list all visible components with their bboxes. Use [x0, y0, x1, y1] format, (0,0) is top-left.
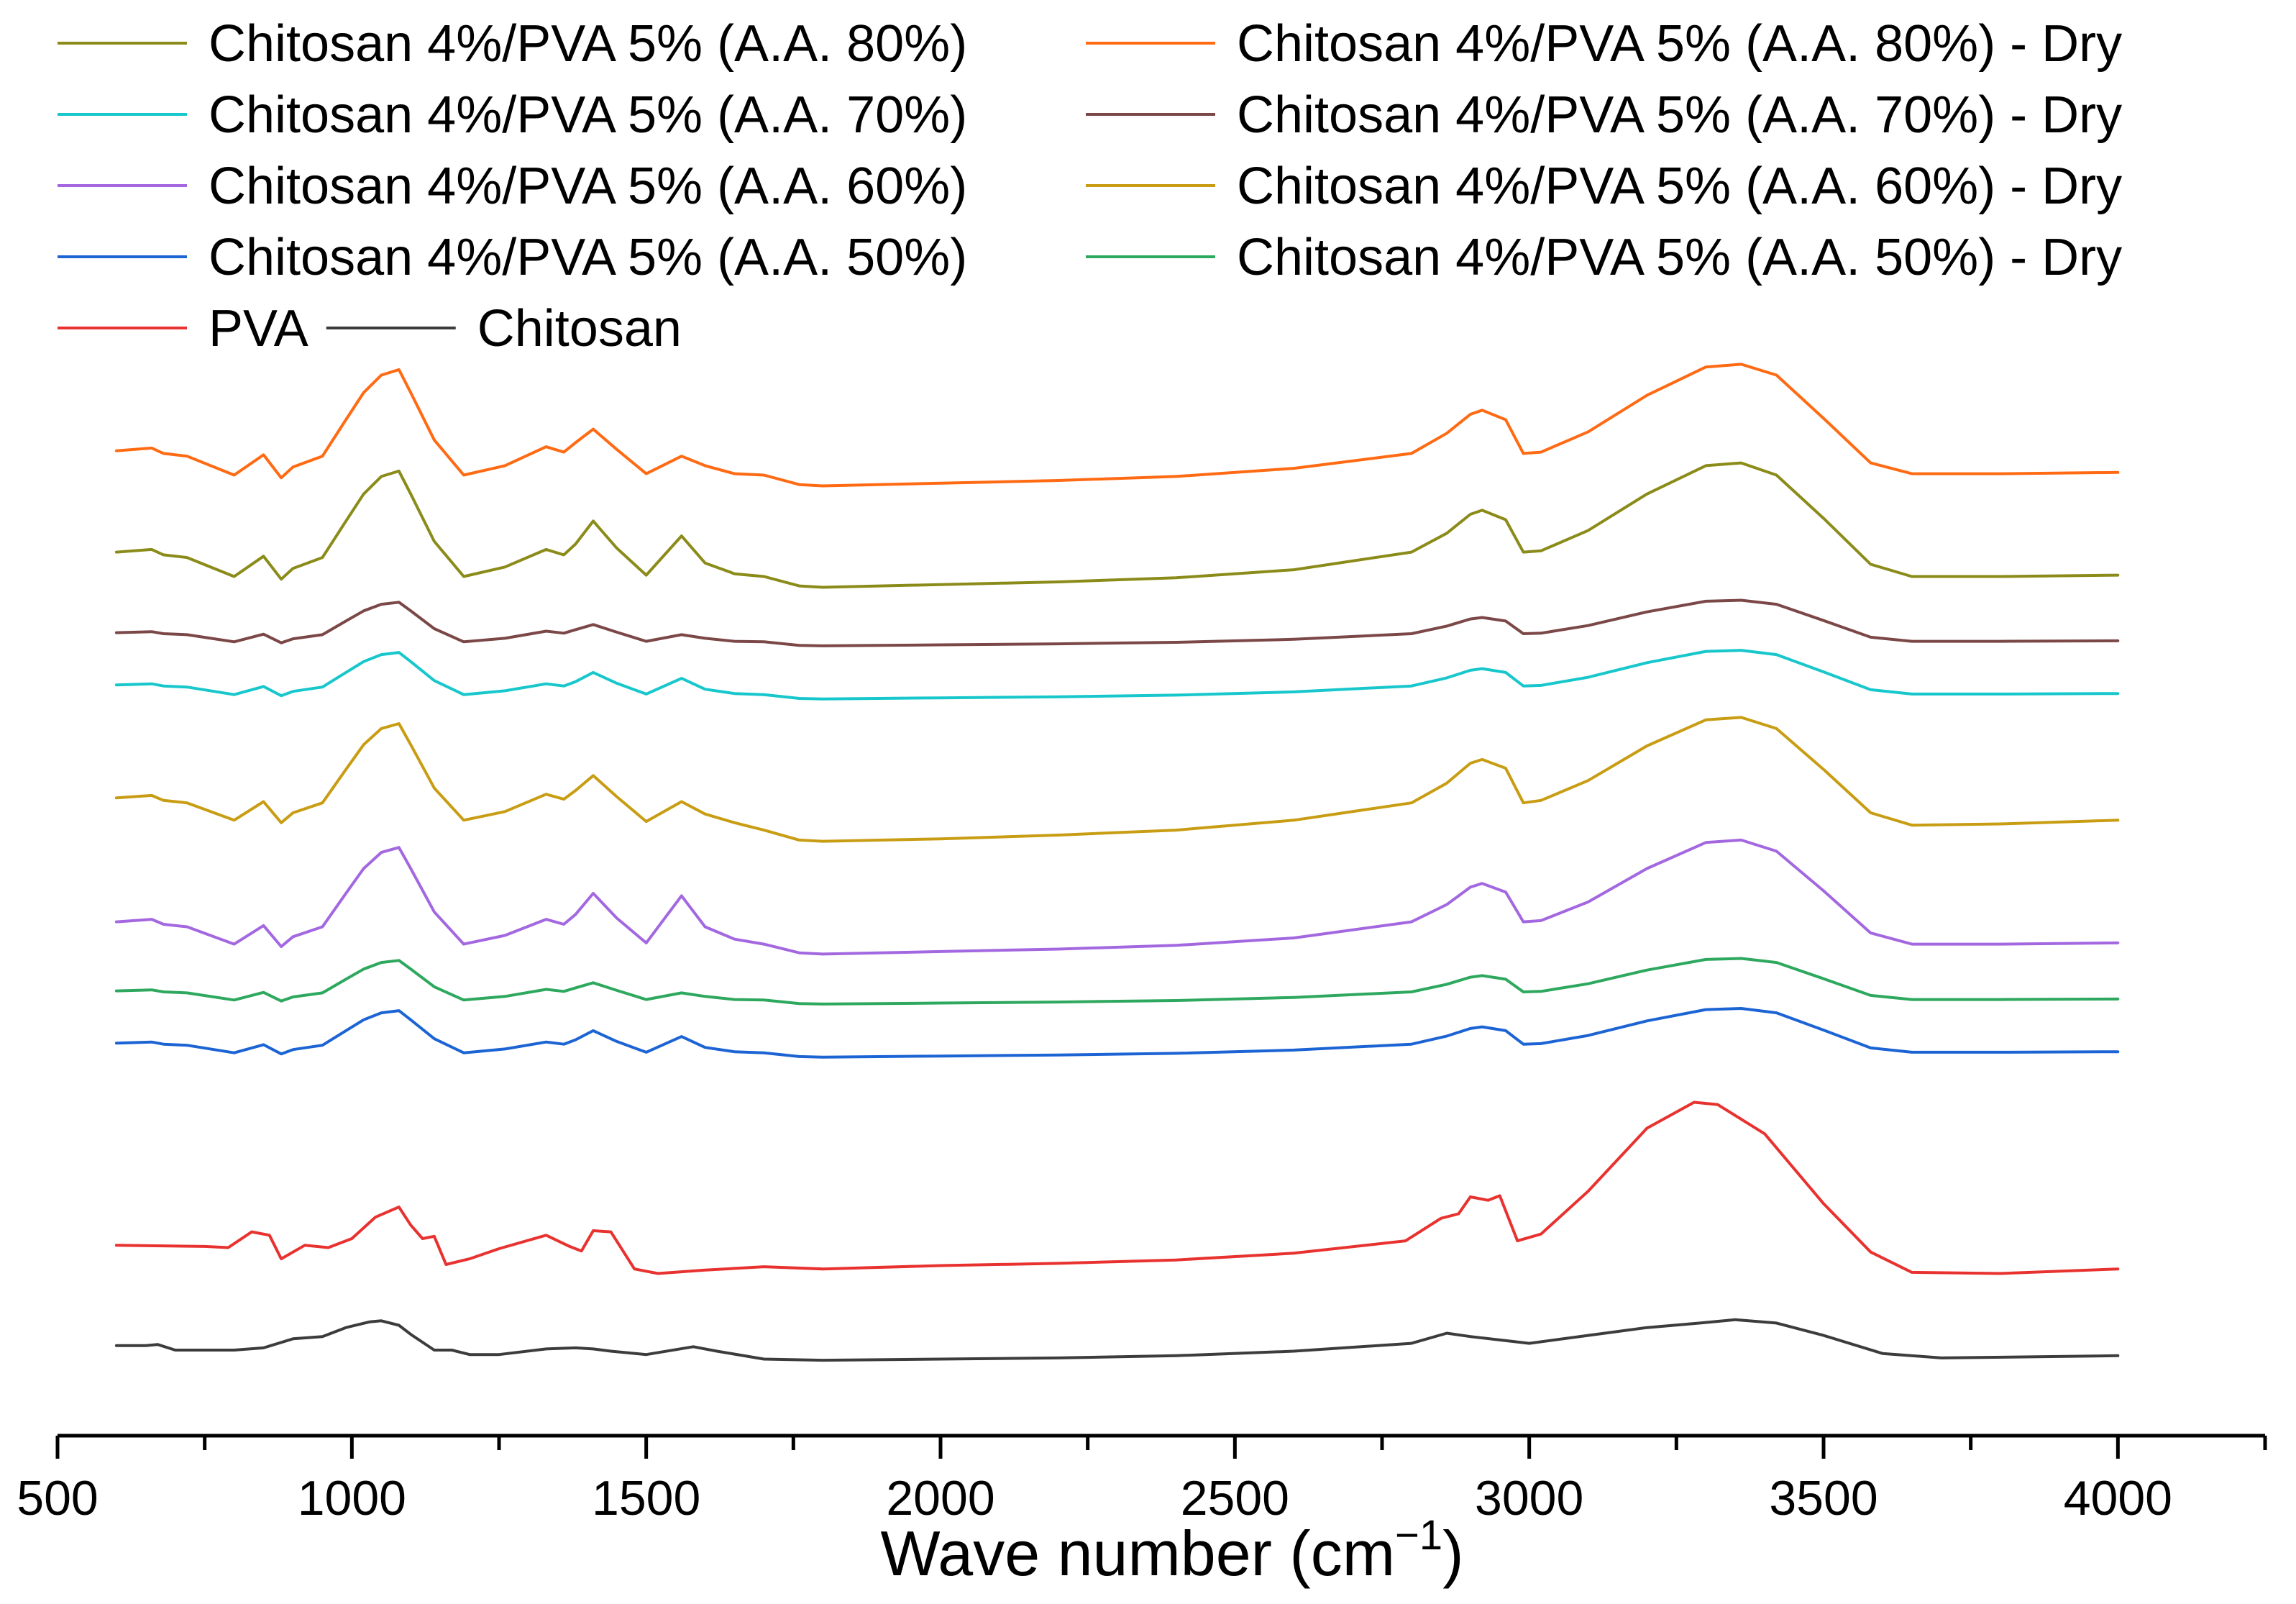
plot-area	[114, 363, 2120, 1362]
series-line-cs70dry	[114, 598, 2120, 647]
series-line-cs80dry	[114, 363, 2120, 488]
legend-label-cs60: Chitosan 4%/PVA 5% (A.A. 60%)	[209, 158, 967, 215]
series-line-cs70	[114, 649, 2120, 701]
x-tick-label: 1000	[298, 1471, 406, 1526]
x-tick-label: 3000	[1475, 1471, 1583, 1526]
legend: Chitosan 4%/PVA 5% (A.A. 80%) Chitosan 4%…	[58, 15, 2122, 357]
legend-label-cs50dry: Chitosan 4%/PVA 5% (A.A. 50%) - Dry	[1237, 229, 2122, 286]
series-line-cs50dry	[114, 957, 2120, 1006]
series-line-chitosan	[114, 1318, 2120, 1362]
x-tick-label: 2500	[1181, 1471, 1289, 1526]
legend-label-cs70dry: Chitosan 4%/PVA 5% (A.A. 70%) - Dry	[1237, 86, 2122, 144]
x-axis: 500 1000 1500 2000 2500 3000 3500 4000	[17, 1434, 2267, 1526]
x-axis-label: Wave number (cm−1)	[880, 1512, 1463, 1589]
series-line-cs80	[114, 461, 2120, 589]
legend-label-pva: PVA	[209, 300, 308, 357]
series-line-cs50	[114, 1007, 2120, 1059]
x-ticks: 500 1000 1500 2000 2500 3000 3500 4000	[17, 1436, 2267, 1526]
legend-label-cs50: Chitosan 4%/PVA 5% (A.A. 50%)	[209, 229, 967, 286]
series-line-cs60	[114, 838, 2120, 956]
x-tick-label: 3500	[1769, 1471, 1877, 1526]
x-tick-label: 2000	[886, 1471, 994, 1526]
x-axis-label-superscript: −1	[1395, 1512, 1442, 1559]
x-axis-label-text: Wave number (cm	[880, 1518, 1395, 1589]
legend-label-cs80dry: Chitosan 4%/PVA 5% (A.A. 80%) - Dry	[1237, 15, 2122, 73]
x-tick-label: 500	[17, 1471, 98, 1526]
x-axis-label-close: )	[1442, 1518, 1463, 1589]
legend-label-cs70: Chitosan 4%/PVA 5% (A.A. 70%)	[209, 86, 967, 144]
x-tick-label: 4000	[2064, 1471, 2172, 1526]
series-line-pva	[114, 1101, 2120, 1275]
series-line-cs60dry	[114, 716, 2120, 843]
legend-label-cs80: Chitosan 4%/PVA 5% (A.A. 80%)	[209, 15, 967, 73]
x-tick-label: 1500	[592, 1471, 700, 1526]
legend-label-chitosan: Chitosan	[477, 300, 682, 357]
legend-label-cs60dry: Chitosan 4%/PVA 5% (A.A. 60%) - Dry	[1237, 158, 2122, 215]
